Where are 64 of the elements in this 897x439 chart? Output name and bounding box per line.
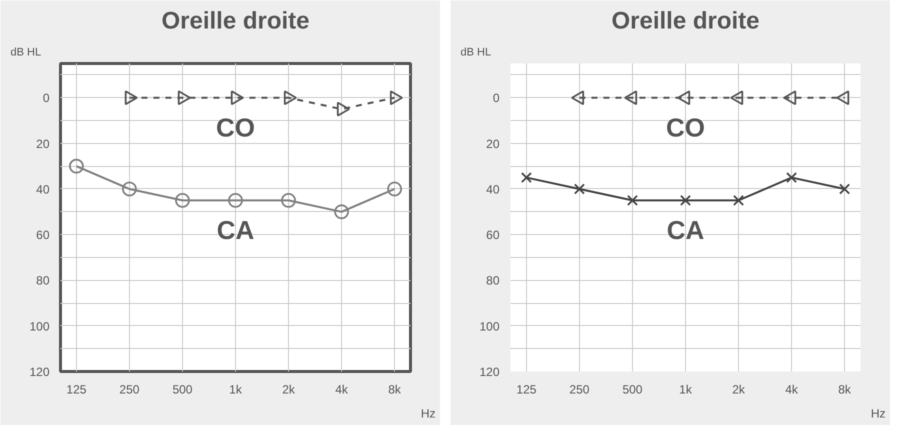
point: [336, 102, 350, 117]
series-label: CA: [216, 215, 254, 246]
x-tick-label: 4k: [785, 382, 799, 396]
point: [175, 193, 190, 208]
chart-title: Oreille droite: [161, 8, 310, 34]
point: [733, 194, 744, 206]
point: [124, 90, 138, 106]
x-tick-label: 125: [66, 382, 87, 396]
point: [284, 90, 297, 106]
point: [334, 204, 349, 220]
point: [520, 172, 532, 184]
y-tick-label: 40: [486, 182, 500, 196]
point: [230, 90, 244, 106]
chart-title: Oreille droite: [611, 8, 760, 34]
y-tick-label: 40: [36, 182, 50, 196]
point: [122, 182, 137, 196]
x-tick-label: 500: [172, 382, 193, 396]
x-axis-title: Hz: [420, 406, 436, 420]
point: [281, 193, 296, 208]
y-tick-label: 60: [486, 228, 500, 242]
point: [626, 194, 638, 206]
point: [786, 172, 798, 184]
point: [228, 193, 243, 208]
x-tick-label: 250: [569, 382, 590, 396]
y-axis-title: dB HL: [460, 46, 492, 58]
point: [178, 90, 191, 106]
point: [624, 90, 638, 106]
point: [836, 90, 850, 106]
x-tick-label: 1k: [679, 382, 693, 396]
point: [387, 182, 402, 196]
x-tick-label: 2k: [732, 382, 746, 396]
y-tick-label: 0: [492, 91, 500, 106]
point: [571, 90, 584, 106]
point: [390, 90, 403, 106]
y-tick-label: 20: [36, 136, 50, 151]
x-tick-label: 125: [516, 382, 537, 396]
x-tick-label: 8k: [838, 382, 852, 396]
series-label: CA: [666, 215, 704, 246]
point: [730, 90, 744, 106]
y-tick-label: 80: [36, 274, 50, 288]
x-tick-label: 250: [119, 382, 140, 396]
x-tick-label: 2k: [282, 382, 296, 396]
y-tick-label: 0: [42, 91, 50, 106]
y-axis-title: dB HL: [10, 46, 42, 58]
point: [839, 183, 850, 194]
y-tick-label: 60: [36, 228, 50, 242]
x-tick-label: 4k: [335, 382, 349, 396]
x-tick-label: 1k: [229, 382, 243, 396]
point: [680, 194, 691, 206]
point: [677, 90, 690, 106]
point: [69, 158, 84, 174]
point: [574, 183, 585, 194]
y-tick-label: 80: [486, 274, 500, 288]
point: [783, 90, 796, 106]
y-tick-label: 100: [29, 319, 50, 334]
x-axis-title: Hz: [870, 406, 886, 420]
y-tick-label: 100: [479, 319, 500, 334]
y-tick-label: 120: [29, 365, 50, 379]
y-tick-label: 120: [479, 365, 500, 379]
x-tick-label: 500: [622, 382, 643, 396]
series-label: CO: [666, 112, 705, 142]
y-tick-label: 20: [486, 136, 500, 151]
series-label: CO: [216, 112, 255, 142]
x-tick-label: 8k: [388, 382, 402, 396]
